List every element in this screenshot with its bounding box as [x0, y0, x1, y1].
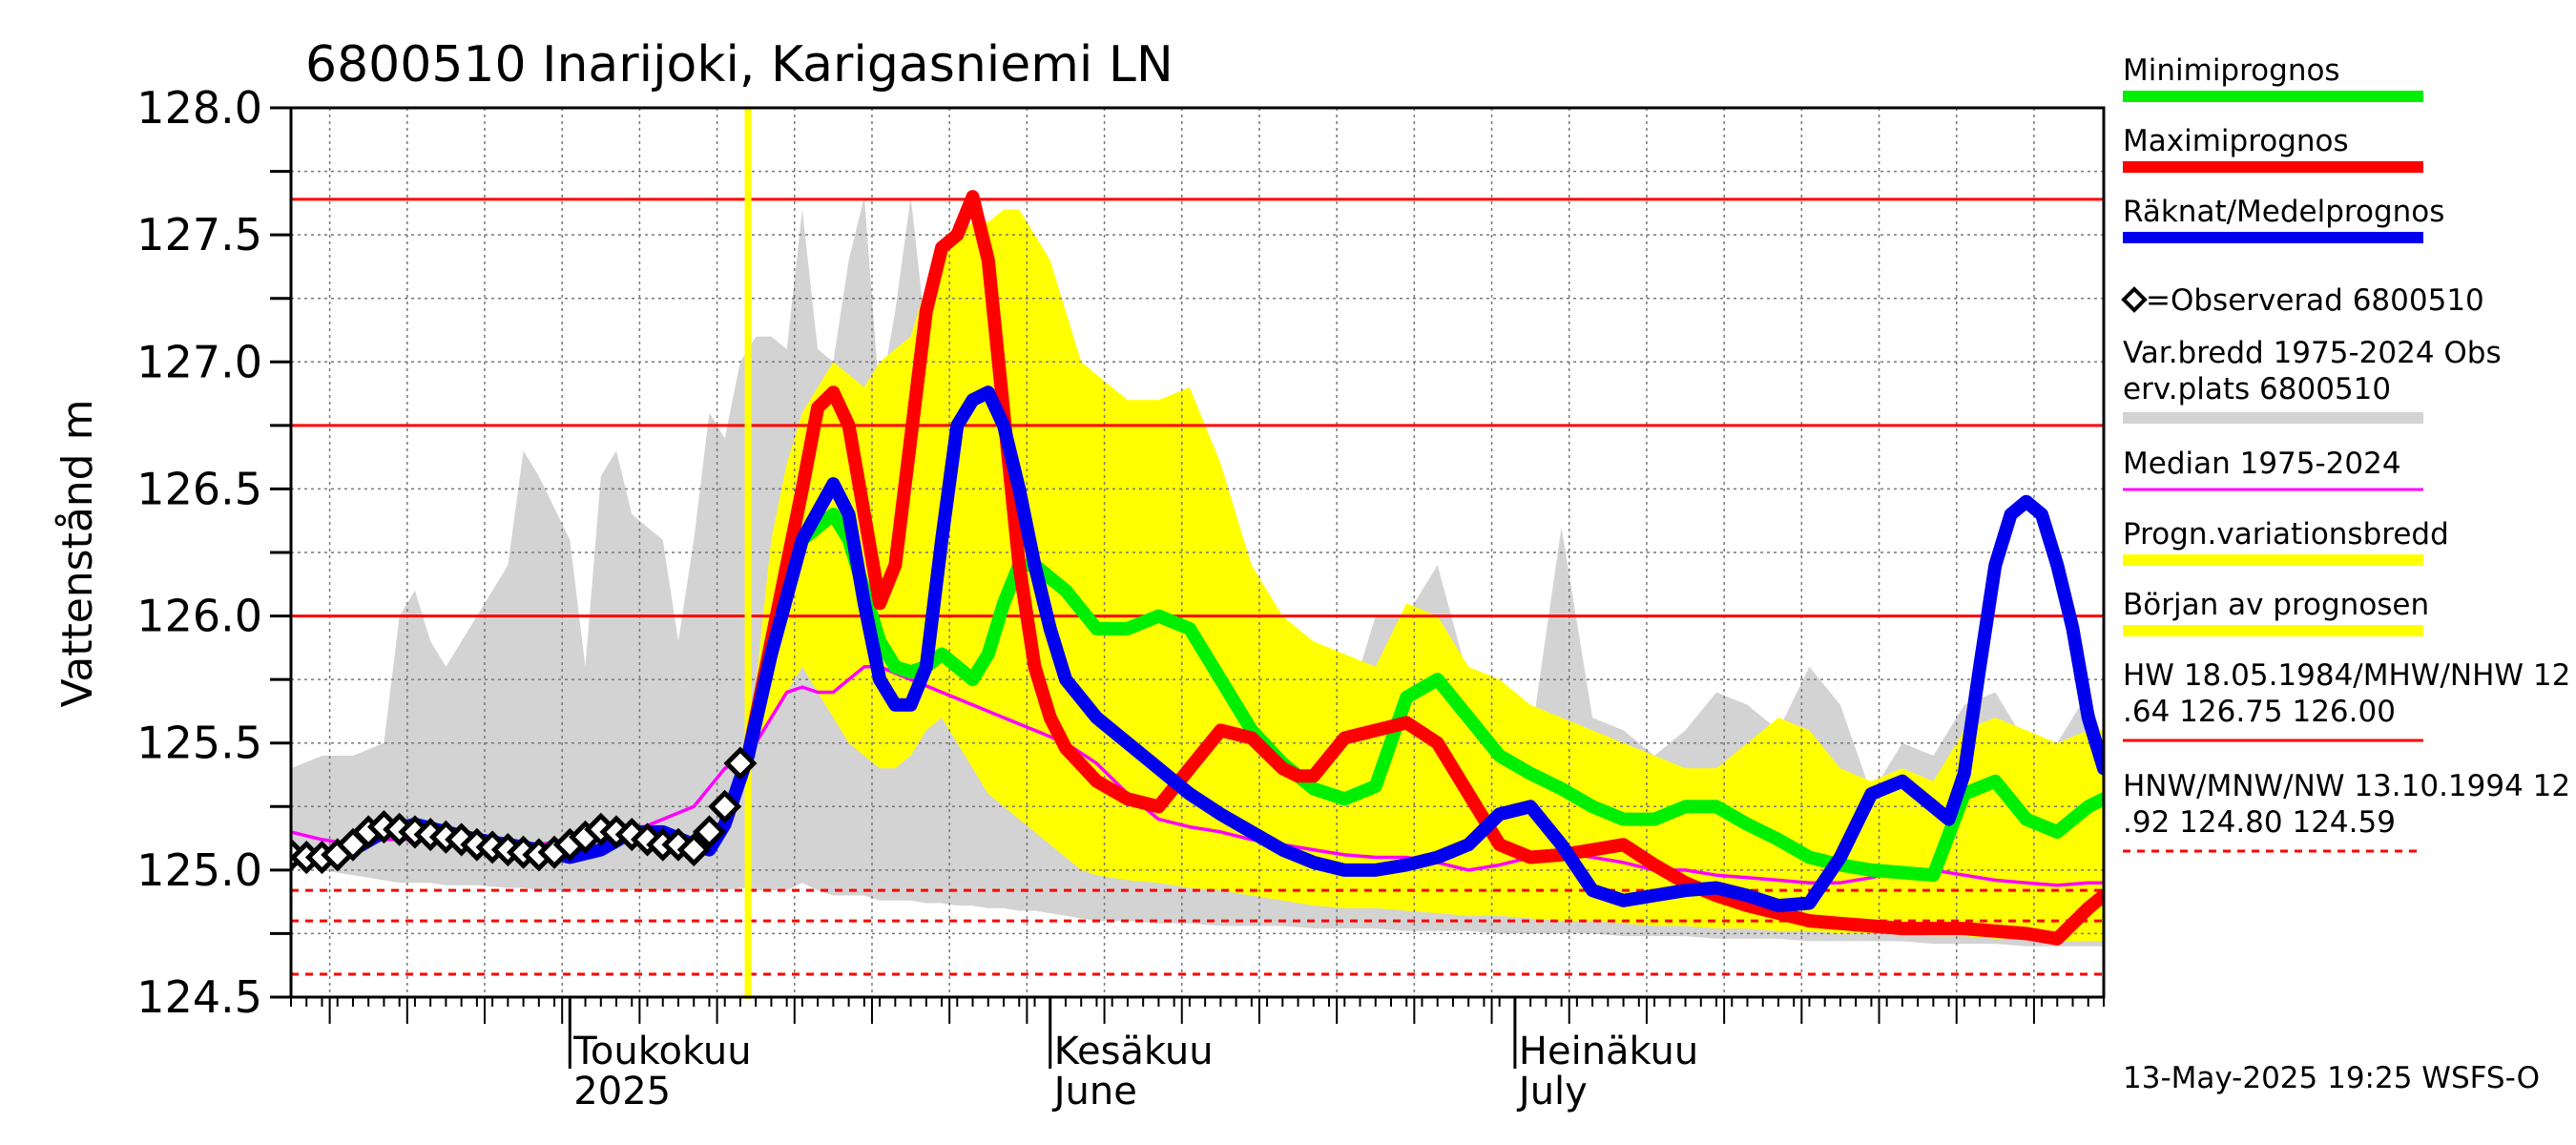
legend-item-10-label: HNW/MNW/NW 13.10.1994 12 — [2123, 769, 2570, 803]
legend-item-4-marker — [2121, 286, 2148, 313]
y-tick-label: 124.5 — [136, 971, 262, 1023]
month-label-secondary: July — [1516, 1070, 1588, 1114]
y-tick-label: 126.5 — [136, 463, 262, 514]
y-tick-label: 125.0 — [136, 844, 262, 896]
observed-point — [708, 789, 742, 823]
legend-item-5-label-2: erv.plats 6800510 — [2123, 372, 2391, 406]
month-label-secondary: 2025 — [573, 1070, 671, 1114]
month-label-secondary: June — [1051, 1070, 1137, 1114]
month-label: Kesäkuu — [1054, 1030, 1214, 1073]
legend-item-8-label: Början av prognosen — [2123, 588, 2429, 622]
y-tick-label: 127.5 — [136, 209, 262, 260]
reference-lines — [291, 108, 2104, 999]
legend-item-9-label-2: .64 126.75 126.00 — [2123, 695, 2396, 729]
legend-item-9-label: HW 18.05.1984/MHW/NHW 12 — [2123, 658, 2570, 693]
chart-title: 6800510 Inarijoki, Karigasniemi LN — [305, 36, 1174, 94]
variation-bands — [291, 197, 2104, 947]
legend-item-10-label-2: .92 124.80 124.59 — [2123, 805, 2396, 840]
y-tick-label: 127.0 — [136, 336, 262, 387]
footer-timestamp: 13-May-2025 19:25 WSFS-O — [2123, 1061, 2540, 1095]
legend-item-5-label: Var.bredd 1975-2024 Obs — [2123, 336, 2502, 370]
forecast-series — [291, 190, 2104, 946]
month-label: Heinäkuu — [1519, 1030, 1698, 1073]
month-label: Toukokuu — [572, 1030, 751, 1073]
legend-item-2-label: Maximiprognos — [2123, 124, 2349, 158]
legend-item-7-label: Progn.variationsbredd — [2123, 517, 2449, 552]
legend-item-1-label: Minimiprognos — [2123, 53, 2340, 88]
observed-point — [676, 833, 711, 867]
legend-item-6-label: Median 1975-2024 — [2123, 447, 2401, 481]
series-line-maximiprognos — [741, 190, 2104, 946]
observed-point — [692, 815, 726, 849]
y-axis-label: Vattenstånd m — [53, 400, 102, 708]
legend: Minimiprognos Maximiprognos Räknat/Medelpr… — [2121, 53, 2570, 853]
legend-item-3-label: Räknat/Medelprognos — [2123, 195, 2444, 229]
y-tick-label: 128.0 — [136, 82, 262, 134]
axes: 124.5 125.0 125.5 126.0 126.5 127.0 127.5 128.0… — [136, 82, 2106, 1114]
y-tick-label: 126.0 — [136, 591, 262, 642]
legend-item-4-label: =Observerad 6800510 — [2146, 283, 2484, 318]
y-tick-label: 125.5 — [136, 718, 262, 769]
observed-point — [723, 746, 758, 781]
